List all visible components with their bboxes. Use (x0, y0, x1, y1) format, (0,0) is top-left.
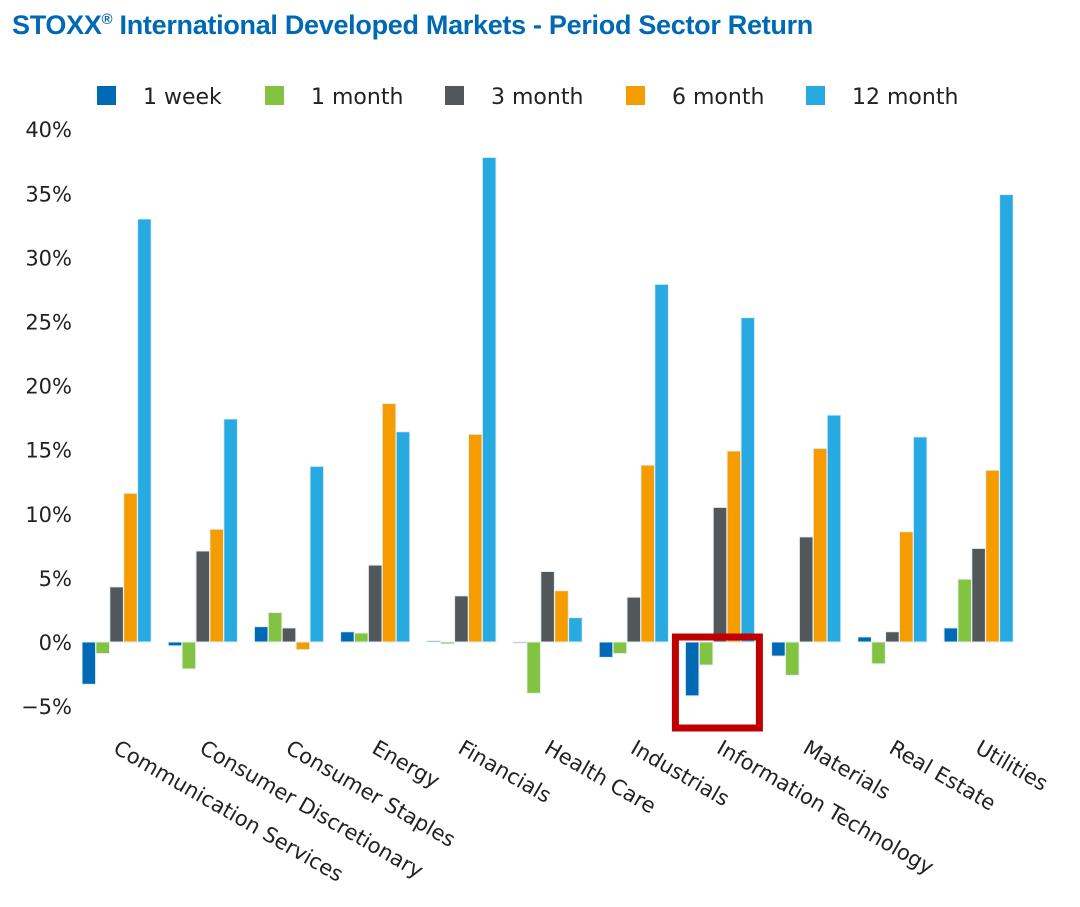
bar-energy-1-month (354, 632, 369, 643)
bar-health-care-1-month (526, 641, 542, 694)
bar-consumer-staples-1-month (267, 612, 283, 643)
bar-consumer-discretionary-6-month (209, 528, 224, 643)
bar-materials-1-month (785, 641, 800, 676)
bar-communication-services-6-month (123, 492, 138, 643)
bar-utilities-3-month (971, 547, 986, 643)
chart-title-main: STOXX (12, 10, 102, 40)
bar-health-care-6-month (554, 590, 569, 643)
bar-energy-6-month (381, 403, 397, 643)
bar-consumer-discretionary-1-month (181, 641, 197, 670)
y-tick-label: 20% (25, 375, 72, 399)
bar-utilities-12-month (999, 194, 1014, 643)
y-tick-label: 40% (25, 118, 72, 142)
y-axis: −5% 0% 5% 10% 15% 20% 25% 30% 35% 40% (21, 118, 72, 719)
bar-financials-1-week (426, 640, 441, 643)
bar-industrials-3-month (626, 596, 642, 643)
bar-energy-12-month (395, 431, 411, 643)
bars (81, 156, 1014, 697)
bar-industrials-1-month (612, 641, 628, 655)
bar-energy-1-week (340, 631, 355, 643)
registered-mark: ® (101, 11, 113, 28)
bar-utilities-1-week (943, 627, 959, 643)
bar-information-technology-12-month (740, 317, 756, 643)
bar-health-care-3-month (540, 570, 555, 643)
legend-label-1-month: 1 month (311, 85, 403, 110)
bar-real-estate-3-month (885, 631, 900, 643)
bar-health-care-1-week (512, 641, 528, 644)
bar-consumer-staples-3-month (281, 627, 297, 643)
bar-financials-3-month (454, 595, 469, 643)
legend-label-3-month: 3 month (491, 85, 583, 110)
bar-health-care-12-month (568, 617, 583, 643)
bar-real-estate-12-month (912, 436, 928, 643)
bar-consumer-staples-1-week (253, 626, 269, 643)
legend-label-6-month: 6 month (672, 85, 764, 110)
legend-swatch-12-month (806, 86, 825, 105)
bar-consumer-discretionary-3-month (195, 550, 211, 643)
bar-financials-1-month (440, 641, 455, 645)
y-tick-label: 30% (25, 246, 72, 270)
bar-consumer-staples-12-month (309, 465, 325, 643)
bar-communication-services-3-month (109, 586, 124, 643)
bar-communication-services-1-week (81, 641, 97, 685)
bar-utilities-1-month (957, 578, 973, 643)
legend-swatch-3-month (445, 86, 464, 105)
chart-title: STOXX® International Developed Markets -… (12, 10, 813, 41)
legend-swatch-6-month (626, 86, 645, 105)
y-tick-label: 15% (25, 439, 72, 463)
bar-materials-3-month (798, 536, 814, 643)
x-tick-label: Financials (454, 736, 555, 808)
bar-industrials-12-month (654, 283, 669, 643)
bar-industrials-1-week (598, 641, 614, 658)
y-tick-label: 0% (39, 631, 72, 655)
y-tick-label: 35% (25, 182, 72, 206)
legend-label-12-month: 12 month (852, 85, 958, 110)
annotations (671, 633, 763, 732)
bar-materials-1-week (771, 641, 786, 657)
bar-information-technology-3-month (712, 506, 728, 643)
y-tick-label: 10% (25, 503, 72, 527)
bar-real-estate-1-month (871, 641, 886, 665)
bar-consumer-staples-6-month (295, 641, 311, 651)
bar-consumer-discretionary-12-month (223, 418, 238, 643)
legend-swatch-1-week (97, 86, 116, 105)
bar-financials-12-month (481, 156, 497, 643)
bar-real-estate-1-week (857, 636, 872, 643)
y-tick-label: −5% (21, 695, 72, 719)
bar-utilities-6-month (985, 469, 1000, 643)
bar-information-technology-1-week (684, 641, 700, 697)
highlight-box (671, 633, 763, 732)
bar-industrials-6-month (640, 464, 656, 643)
bar-communication-services-1-month (95, 641, 111, 655)
bar-materials-12-month (826, 414, 842, 643)
bar-information-technology-1-month (698, 641, 714, 666)
y-tick-label: 25% (25, 311, 72, 335)
bar-real-estate-6-month (899, 531, 914, 643)
bar-information-technology-6-month (726, 450, 742, 643)
bar-communication-services-12-month (137, 218, 152, 643)
y-tick-label: 5% (39, 567, 72, 591)
bar-financials-6-month (468, 433, 483, 643)
legend-label-1-week: 1 week (143, 85, 222, 110)
bar-materials-6-month (812, 447, 828, 643)
legend: 1 week 1 month 3 month 6 month 12 month (97, 85, 958, 110)
chart-title-rest: International Developed Markets - Period… (112, 10, 814, 40)
legend-swatch-1-month (265, 86, 284, 105)
bar-consumer-discretionary-1-week (167, 641, 183, 647)
bar-energy-3-month (367, 564, 383, 643)
